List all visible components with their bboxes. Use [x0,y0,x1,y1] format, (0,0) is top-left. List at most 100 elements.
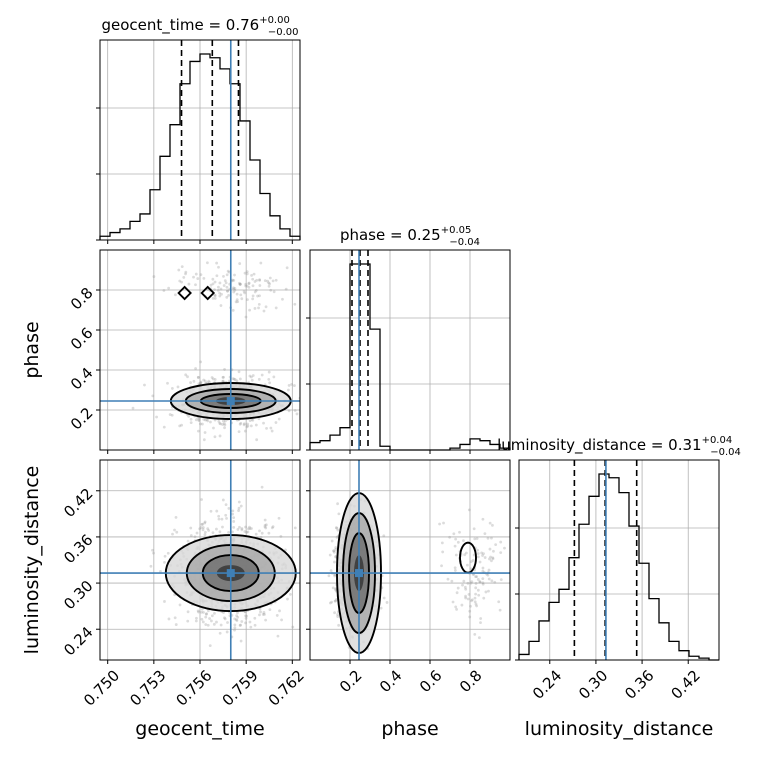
title-sub: −0.00 [268,27,299,38]
sample-point [233,617,237,621]
sample-point [271,525,275,529]
x-axis-label-luminosity_distance: luminosity_distance [525,718,714,740]
sample-point [481,582,485,586]
sample-point [251,374,255,377]
sample-point [193,535,197,539]
sample-point [258,529,261,533]
x-axis-label-geocent_time: geocent_time [135,718,264,740]
sample-point [224,503,228,507]
sample-point [332,549,335,553]
sample-point [131,406,135,410]
sample-point [254,532,258,536]
sample-point [473,596,477,600]
panel-title-phase: phase = 0.25+0.05 −0.04 [340,225,480,248]
sample-point [226,269,230,273]
sample-point [218,530,222,534]
sample-point [469,567,473,571]
sample-point [231,509,235,513]
sample-point [168,413,172,416]
title-sub: −0.04 [449,237,480,248]
y-tick-label: 0.36 [60,531,96,567]
sample-point [222,274,225,278]
sample-point [450,579,454,583]
title-main: phase = 0.25 [340,226,441,244]
sample-point [213,288,216,292]
title-sup: +0.04 [702,435,733,446]
sample-point [243,610,247,614]
sample-point [252,272,256,276]
sample-point [246,530,250,534]
sample-point [249,375,253,379]
sample-point [204,418,207,422]
sample-point [243,429,247,433]
sample-point [233,288,237,292]
y-tick-label: 0.4 [67,364,97,394]
sample-point [186,610,190,614]
sample-point [211,296,215,300]
sample-point [335,535,339,539]
sample-point [196,416,200,420]
sample-point [446,577,450,581]
sample-point [235,298,239,302]
sample-point [237,370,241,374]
sample-point [178,279,182,283]
sample-point [482,596,486,600]
sample-point [334,587,338,591]
sample-point [284,287,288,291]
sample-point [475,604,479,608]
sample-point [205,261,209,265]
sample-point [218,421,222,425]
sample-point [204,612,208,616]
sample-point [243,291,247,295]
sample-point [251,297,255,301]
sample-point [245,614,249,618]
sample-point [196,375,200,379]
sample-point [478,580,482,584]
sample-point [476,588,480,592]
sample-point [286,388,290,392]
sample-point [239,639,243,643]
sample-point [267,531,271,535]
sample-point [223,368,226,371]
panel-frame [309,249,511,451]
sample-point [224,281,228,285]
sample-point [267,377,271,381]
sample-point [237,500,241,504]
sample-point [255,438,259,442]
sample-point [233,286,237,290]
sample-point [167,617,171,621]
sample-point [240,528,244,532]
sample-point [243,271,247,275]
sample-point [476,578,480,581]
sample-point [489,555,492,559]
sample-point [196,277,200,280]
sample-point [189,421,193,425]
sample-point [207,529,211,532]
sample-point [476,555,480,559]
sample-point [240,620,244,623]
sample-point [194,367,197,370]
sample-point [238,377,242,381]
sample-point [335,526,339,530]
sample-point [460,603,464,607]
sample-point [152,275,156,278]
sample-point [333,611,336,615]
sample-point [223,617,227,621]
sample-point [266,279,270,283]
sample-point [499,540,503,544]
sample-point [259,535,263,539]
sample-point [227,530,231,534]
sample-point [244,621,247,625]
sample-point [225,285,229,289]
x-axis-label-phase: phase [381,718,438,740]
sample-point [476,548,479,552]
sample-point [274,421,278,424]
sample-point [215,527,218,531]
title-sup: +0.00 [259,15,290,26]
sample-point [186,539,190,543]
sample-point [244,315,248,319]
sample-point [201,620,205,624]
sample-point [224,513,228,517]
sample-point [263,523,267,527]
diag-panel-luminosity_distance: luminosity_distance = 0.31+0.04 −0.04 [497,435,741,664]
